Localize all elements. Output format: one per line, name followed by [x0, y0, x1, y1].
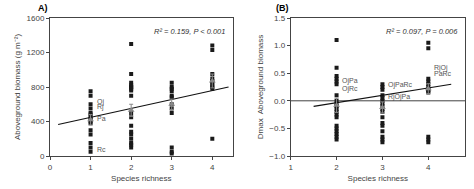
svg-text:1: 1	[88, 163, 93, 172]
svg-text:2: 2	[334, 163, 339, 172]
svg-text:0: 0	[48, 163, 53, 172]
svg-text:Species richness: Species richness	[348, 174, 408, 183]
svg-text:800: 800	[31, 83, 45, 92]
svg-text:Dmax Aboveground biomass: Dmax Aboveground biomass	[256, 35, 265, 140]
svg-text:4: 4	[426, 163, 431, 172]
svg-text:Rc: Rc	[97, 146, 106, 153]
svg-text:A): A)	[38, 3, 48, 13]
svg-text:OjPaRc: OjPaRc	[388, 81, 413, 89]
svg-text:3: 3	[380, 163, 385, 172]
svg-text:Pa: Pa	[97, 115, 106, 122]
svg-text:Aboveground biomass (g m⁻²): Aboveground biomass (g m⁻²)	[13, 34, 22, 140]
svg-text:1200: 1200	[27, 48, 45, 57]
svg-text:RjOj: RjOj	[434, 64, 448, 72]
svg-text:RjOjPa: RjOjPa	[388, 93, 410, 101]
svg-text:1600: 1600	[27, 14, 45, 23]
svg-text:R² = 0.159, P < 0.001: R² = 0.159, P < 0.001	[154, 27, 225, 36]
svg-text:400: 400	[31, 117, 45, 126]
svg-text:−0.5: −0.5	[269, 124, 285, 133]
svg-text:3: 3	[170, 163, 175, 172]
svg-text:OjRc: OjRc	[342, 85, 358, 93]
svg-text:Rj: Rj	[97, 103, 104, 111]
svg-text:PaRc: PaRc	[434, 70, 452, 77]
svg-text:1: 1	[288, 163, 293, 172]
svg-text:2: 2	[129, 163, 134, 172]
svg-text:0: 0	[40, 152, 45, 161]
svg-text:0.0: 0.0	[274, 97, 286, 106]
svg-text:−1.0: −1.0	[269, 152, 285, 161]
svg-text:1.0: 1.0	[274, 41, 286, 50]
svg-text:4: 4	[210, 163, 215, 172]
svg-text:OjPa: OjPa	[342, 77, 358, 85]
svg-text:Species richness: Species richness	[111, 174, 171, 183]
svg-text:(B): (B)	[276, 3, 289, 13]
svg-text:R² = 0.097, P = 0.006: R² = 0.097, P = 0.006	[386, 27, 458, 36]
svg-text:Oj: Oj	[97, 98, 104, 106]
svg-text:1.5: 1.5	[274, 14, 286, 23]
svg-text:0.5: 0.5	[274, 69, 286, 78]
